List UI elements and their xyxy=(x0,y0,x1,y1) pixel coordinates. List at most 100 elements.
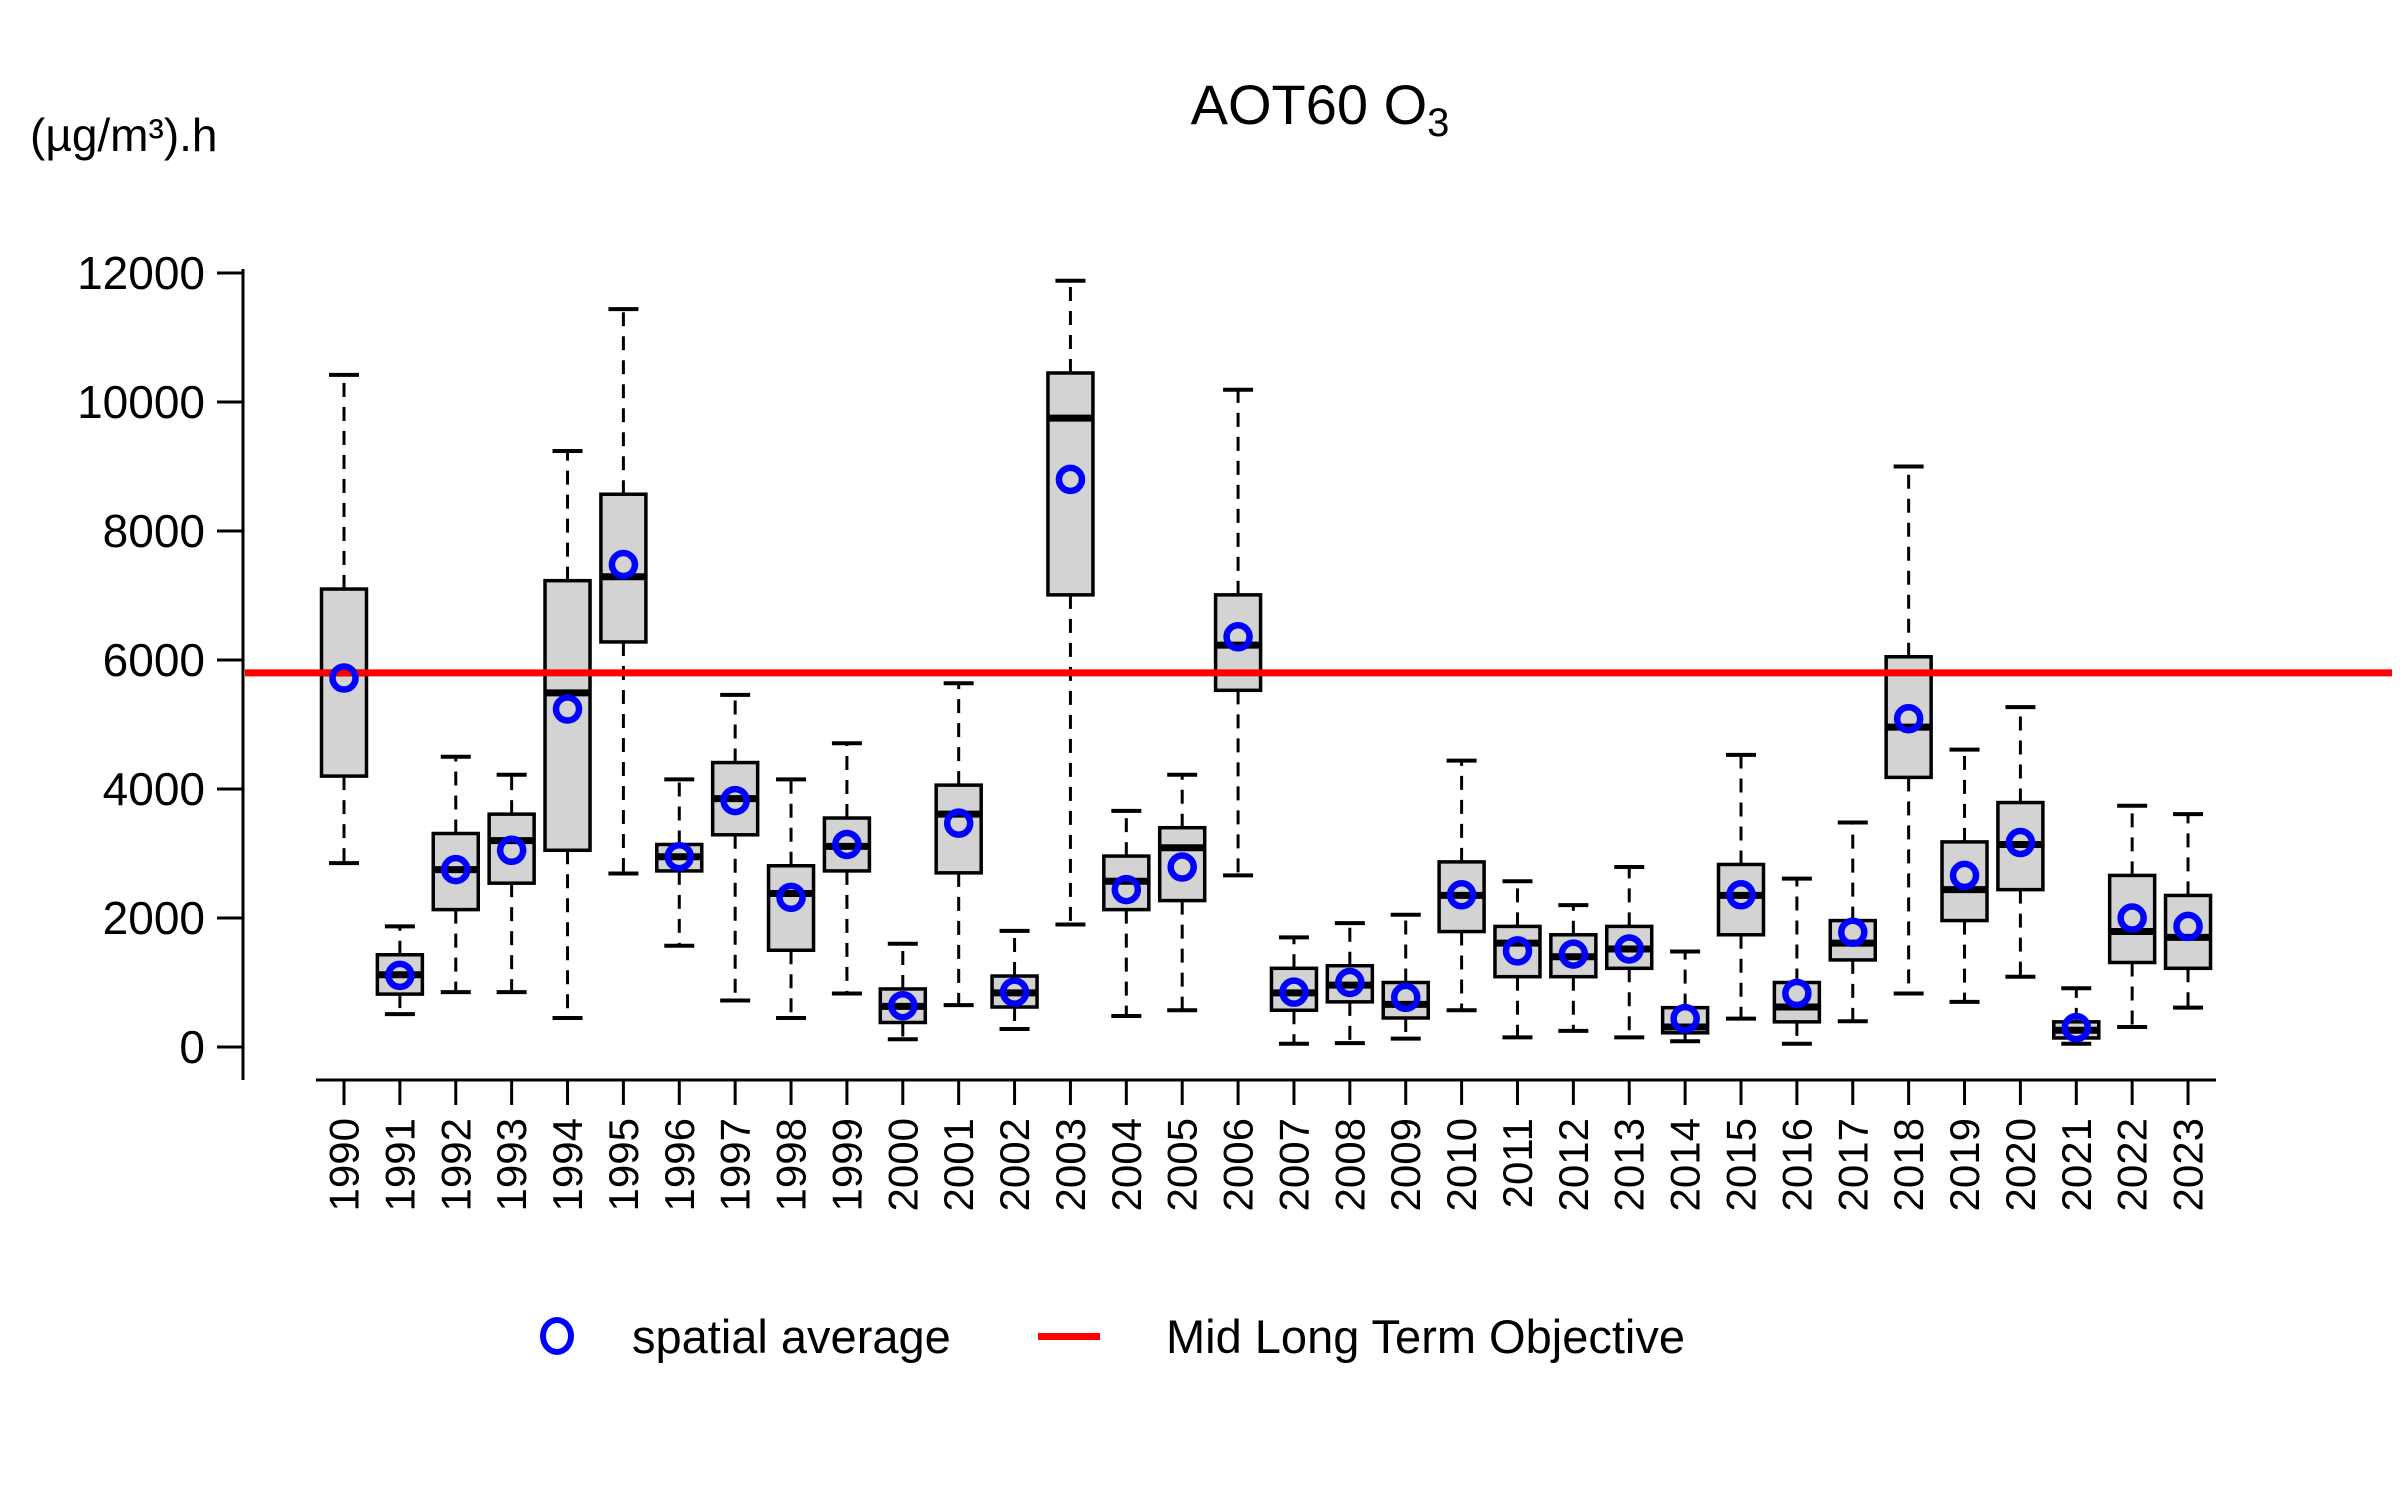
x-axis-year-label: 1992 xyxy=(432,1118,479,1211)
legend: spatial average Mid Long Term Objective xyxy=(0,1296,2400,1376)
boxplot-year-2010 xyxy=(1437,758,1486,1013)
spatial-average-marker-2021 xyxy=(2061,1012,2092,1043)
y-axis-tick-label: 2000 xyxy=(103,892,205,944)
spatial-average-marker-2000 xyxy=(888,990,918,1021)
x-axis-year-label: 2023 xyxy=(2165,1118,2212,1211)
x-axis-year-label: 1996 xyxy=(656,1118,703,1211)
spatial-average-marker-icon xyxy=(540,1317,574,1355)
boxplot-year-1992 xyxy=(431,754,481,995)
boxplot-year-2017 xyxy=(1828,820,1878,1024)
boxplot-year-1994 xyxy=(543,449,592,1020)
x-axis-year-label: 2021 xyxy=(2053,1118,2100,1211)
boxplot-year-1991 xyxy=(375,924,425,1017)
chart-title-main: AOT60 O xyxy=(1190,73,1428,136)
spatial-average-marker-2022 xyxy=(2117,903,2147,933)
legend-mlto-label: Mid Long Term Objective xyxy=(1166,1309,1685,1363)
boxplot-year-1998 xyxy=(766,777,816,1020)
boxplot-year-2022 xyxy=(2107,803,2157,1030)
x-axis-year-label: 2004 xyxy=(1103,1118,1150,1211)
x-axis-year-label: 2011 xyxy=(1494,1118,1541,1208)
spatial-average-marker-1994 xyxy=(552,694,583,724)
iqr-box xyxy=(543,578,592,853)
y-axis-tick-label: 12000 xyxy=(77,247,205,299)
iqr-box xyxy=(487,812,536,885)
spatial-average-marker-2015 xyxy=(1726,880,1756,910)
x-axis-year-label: 2016 xyxy=(1773,1118,1820,1211)
spatial-average-marker-2002 xyxy=(999,977,1030,1007)
spatial-average-marker-2012 xyxy=(1558,939,1589,969)
boxplot-year-2009 xyxy=(1381,912,1430,1041)
x-axis-year-label: 2000 xyxy=(879,1118,926,1211)
x-axis-year-label: 2013 xyxy=(1606,1118,1653,1211)
x-axis-year-label: 2022 xyxy=(2109,1118,2156,1211)
boxplot-year-2003 xyxy=(1046,278,1095,927)
boxplot-year-1996 xyxy=(655,777,704,948)
spatial-average-marker-2008 xyxy=(1335,967,1365,998)
spatial-average-marker-2005 xyxy=(1167,852,1197,882)
x-axis-year-label: 2005 xyxy=(1159,1118,1206,1211)
iqr-box xyxy=(1940,840,1989,923)
boxplot-year-2020 xyxy=(1996,705,2045,979)
x-axis-year-label: 1999 xyxy=(823,1118,870,1211)
iqr-box xyxy=(934,783,983,875)
y-axis-tick-label: 6000 xyxy=(103,634,205,686)
boxplot-year-1993 xyxy=(487,772,536,995)
spatial-average-marker-2014 xyxy=(1670,1003,1700,1034)
boxplot-year-2015 xyxy=(1716,752,1766,1021)
iqr-box xyxy=(1716,862,1766,937)
x-axis-year-label: 2017 xyxy=(1829,1118,1876,1211)
spatial-average-marker-2006 xyxy=(1223,622,1253,652)
chart-title-subscript: 3 xyxy=(1427,101,1450,146)
iqr-box xyxy=(2107,873,2157,965)
boxplot-year-2013 xyxy=(1604,865,1654,1040)
boxplot-year-2006 xyxy=(1213,387,1263,878)
spatial-average-marker-1991 xyxy=(385,960,415,991)
x-axis-year-label: 2020 xyxy=(1997,1118,2044,1211)
iqr-box xyxy=(2163,893,2213,971)
x-axis-year-label: 2018 xyxy=(1885,1118,1932,1211)
x-axis-year-label: 2012 xyxy=(1550,1118,1597,1211)
x-axis-year-label: 2003 xyxy=(1047,1118,1094,1211)
x-axis-year-label: 1990 xyxy=(321,1118,368,1211)
boxplot-year-2019 xyxy=(1940,747,1989,1004)
spatial-average-marker-2003 xyxy=(1055,464,1086,495)
spatial-average-marker-2020 xyxy=(2005,827,2036,858)
iqr-box xyxy=(1046,371,1095,597)
spatial-average-marker-1990 xyxy=(329,663,359,693)
legend-mlto: Mid Long Term Objective xyxy=(1038,1296,1685,1376)
x-axis-year-label: 1998 xyxy=(768,1118,815,1211)
y-axis-tick-label: 0 xyxy=(179,1021,205,1073)
x-axis-year-label: 2009 xyxy=(1382,1118,1429,1211)
iqr-box xyxy=(319,587,369,778)
boxplot-year-2023 xyxy=(2163,812,2213,1010)
boxplot-year-2004 xyxy=(1102,808,1151,1019)
spatial-average-marker-2023 xyxy=(2173,911,2203,942)
legend-spatial-average-label: spatial average xyxy=(632,1309,951,1363)
x-axis-year-label: 2019 xyxy=(1941,1118,1988,1211)
spatial-average-marker-2013 xyxy=(1614,934,1644,964)
spatial-average-marker-1996 xyxy=(664,841,695,872)
spatial-average-marker-1997 xyxy=(720,785,750,816)
spatial-average-marker-2009 xyxy=(1390,982,1421,1013)
spatial-average-marker-2011 xyxy=(1502,936,1533,966)
boxplot-year-2008 xyxy=(1325,921,1375,1046)
spatial-average-marker-2010 xyxy=(1446,880,1477,910)
x-axis-year-label: 1994 xyxy=(544,1118,591,1211)
x-axis-year-label: 1997 xyxy=(712,1118,759,1211)
boxplot-year-2018 xyxy=(1884,464,1933,996)
boxplot-year-1999 xyxy=(822,741,872,996)
x-axis-year-label: 2002 xyxy=(991,1118,1038,1211)
mlto-line-icon xyxy=(1038,1332,1100,1340)
y-axis-tick-label: 10000 xyxy=(77,376,205,428)
y-axis-tick-label: 8000 xyxy=(103,505,205,557)
spatial-average-marker-2007 xyxy=(1279,977,1309,1007)
boxplot-year-1997 xyxy=(710,692,760,1003)
x-axis-year-label: 1993 xyxy=(488,1118,535,1211)
iqr-box xyxy=(1157,825,1207,903)
boxplot-year-2002 xyxy=(990,928,1039,1031)
spatial-average-marker-1998 xyxy=(776,882,806,913)
spatial-average-marker-1993 xyxy=(496,835,527,866)
legend-spatial-average: spatial average xyxy=(540,1296,951,1376)
